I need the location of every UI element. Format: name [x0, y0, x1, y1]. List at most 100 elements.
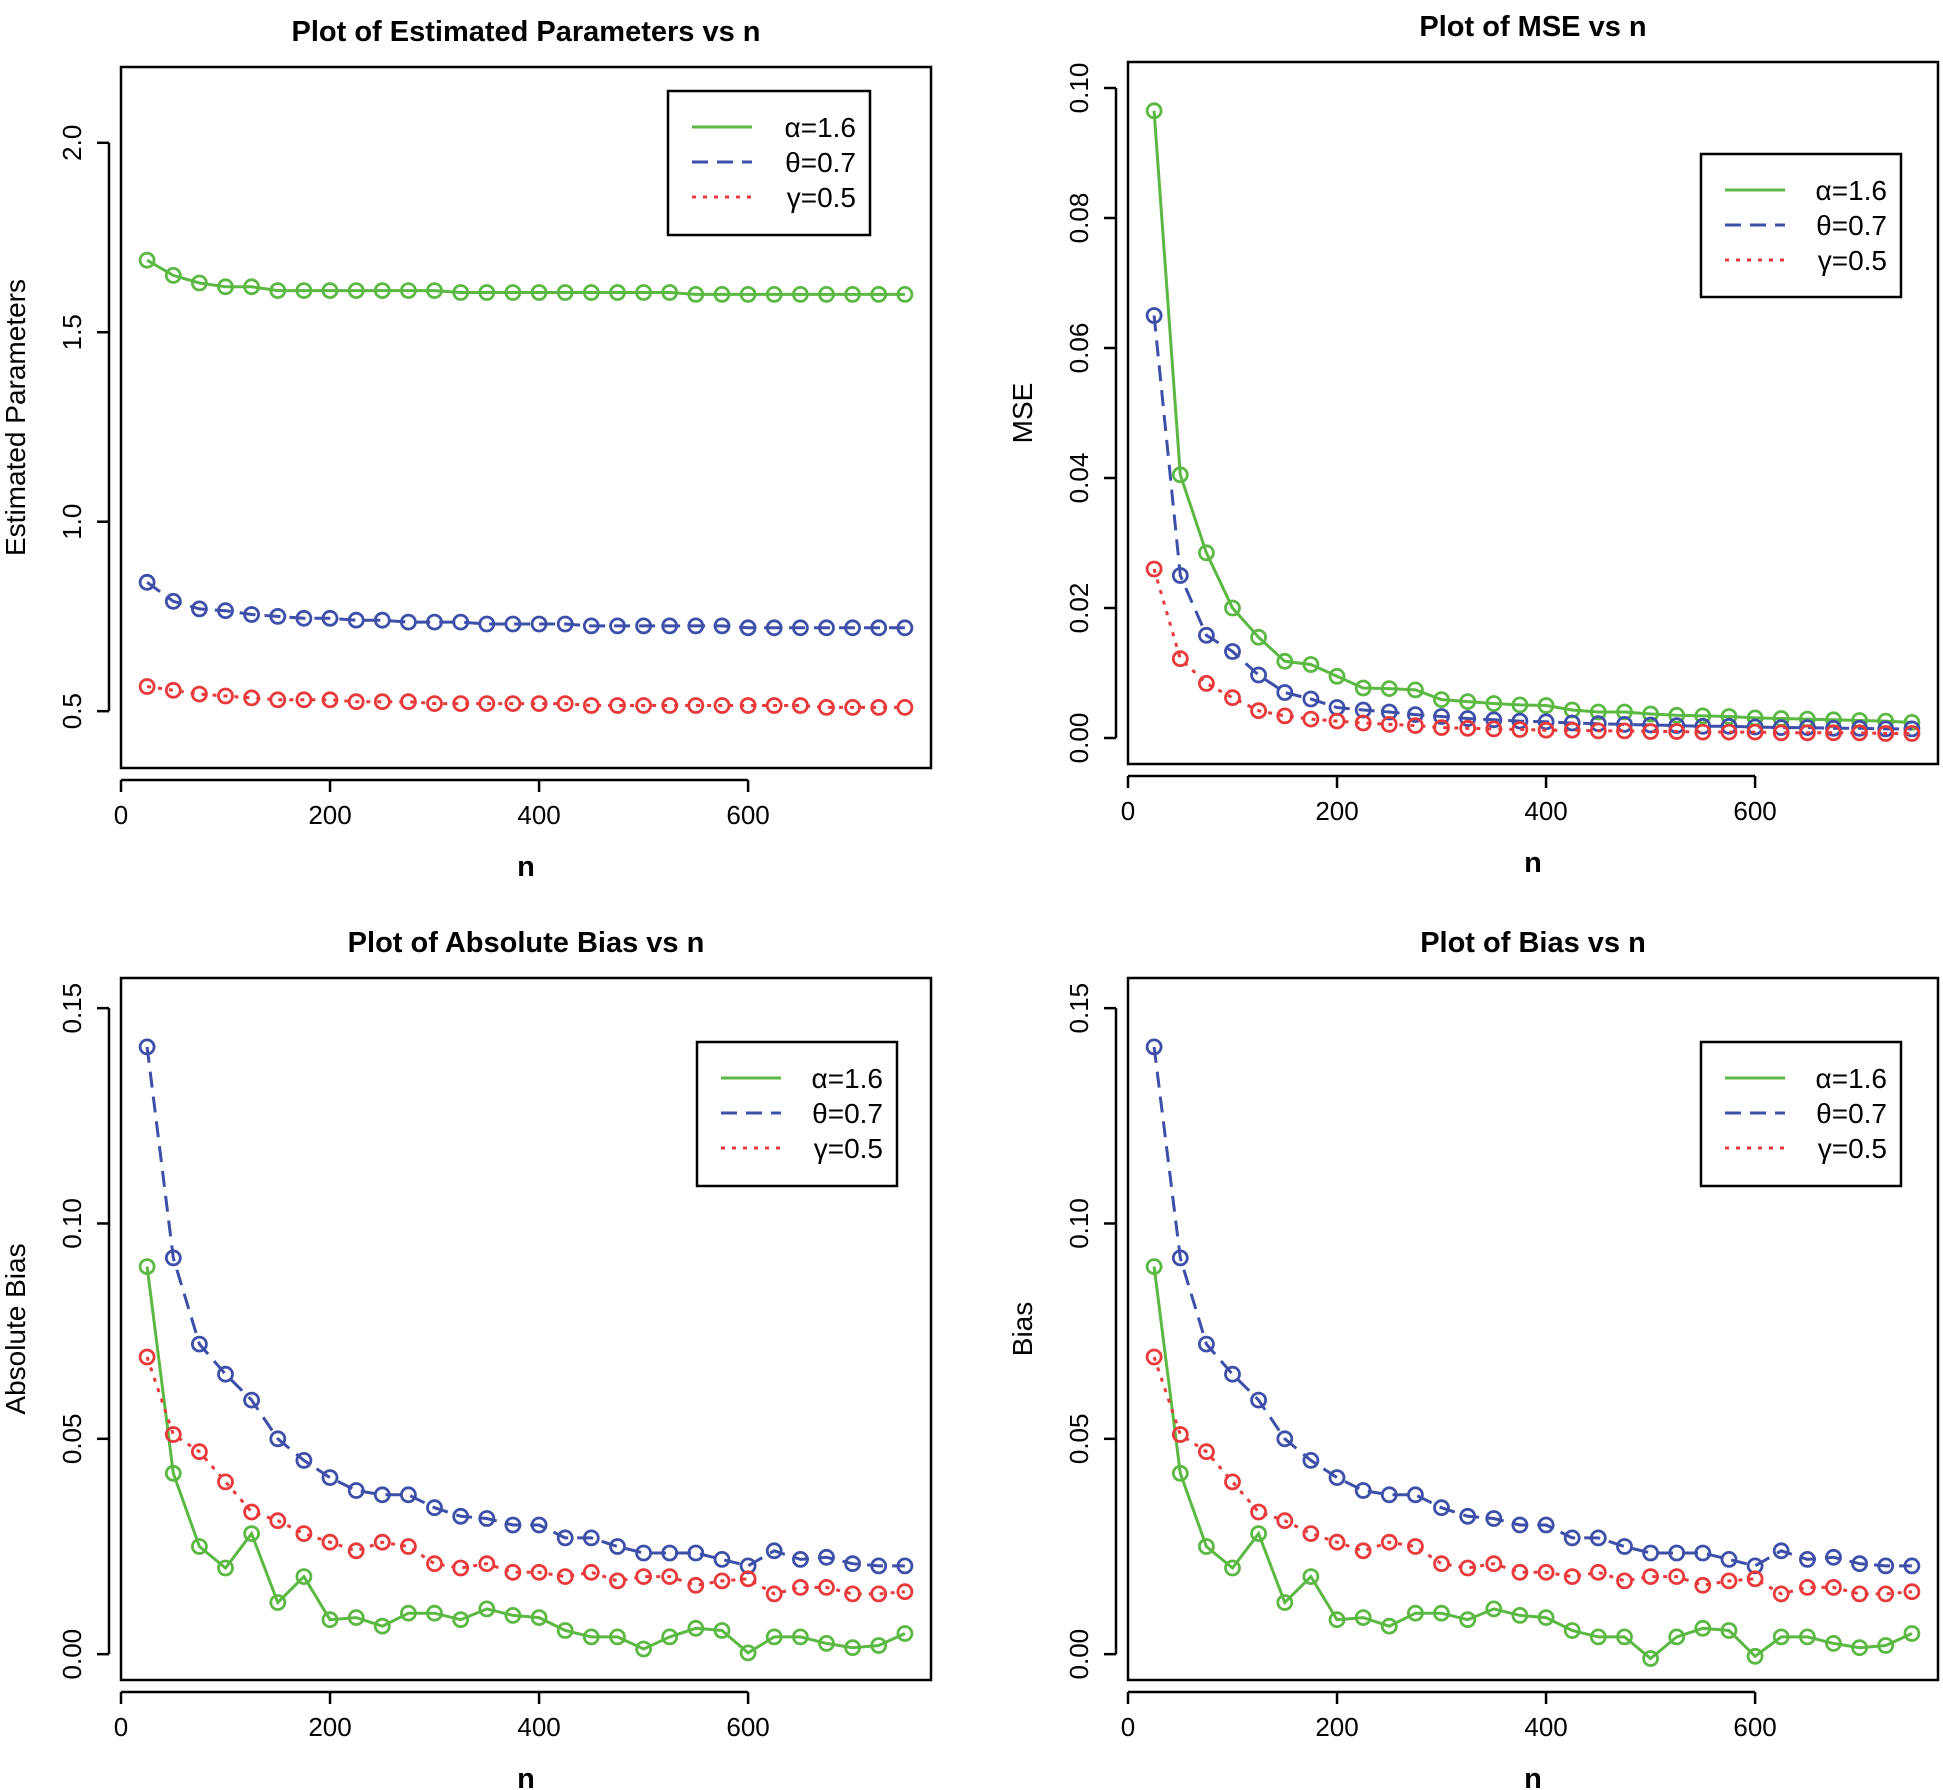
data-point	[1563, 721, 1581, 739]
data-point	[739, 619, 757, 637]
data-point	[1302, 656, 1320, 673]
data-point	[1694, 707, 1712, 725]
data-point	[190, 600, 208, 618]
data-point	[1459, 710, 1477, 727]
data-point	[1903, 1583, 1921, 1601]
data-point	[399, 1486, 417, 1504]
data-point	[217, 1559, 234, 1577]
data-point	[1198, 675, 1215, 692]
y-tick-label: 0.5	[57, 693, 87, 729]
data-point	[295, 609, 313, 627]
legend: α=1.6 θ=0.7 γ=0.5	[1699, 152, 1903, 299]
data-point	[1511, 712, 1529, 730]
data-point	[1276, 1512, 1294, 1530]
legend-label: θ=0.7	[1816, 1098, 1887, 1129]
data-point	[1380, 1617, 1398, 1635]
data-point	[1354, 1482, 1372, 1499]
data-point	[217, 687, 234, 705]
data-point	[530, 615, 548, 633]
data-point	[1772, 719, 1790, 736]
y-tick-label: 0.10	[57, 1198, 87, 1249]
data-point	[635, 284, 652, 301]
data-point	[190, 1443, 208, 1461]
x-axis-label: n	[1524, 1763, 1542, 1790]
series-alpha	[1145, 1258, 1921, 1667]
data-point	[1537, 1609, 1555, 1626]
data-point	[1589, 1628, 1607, 1646]
series-alpha	[138, 1258, 914, 1662]
data-point	[1668, 723, 1686, 740]
data-point	[452, 1559, 470, 1577]
data-point	[478, 1510, 496, 1527]
data-point	[739, 1644, 757, 1662]
x-tick-label: 600	[726, 800, 769, 830]
data-point	[1198, 1443, 1215, 1461]
data-point	[582, 1529, 600, 1547]
data-point	[1171, 1249, 1189, 1267]
data-point	[818, 619, 835, 637]
data-point	[844, 1555, 861, 1573]
panel-estimated-parameters: Plot of Estimated Parameters vs n 0 200 400…	[0, 16, 933, 883]
data-point	[687, 1576, 705, 1594]
data-point	[1799, 724, 1816, 742]
data-point	[896, 285, 914, 303]
data-point	[1198, 1538, 1215, 1555]
data-point	[347, 1542, 365, 1560]
data-point	[452, 1507, 470, 1525]
data-point	[1746, 718, 1764, 736]
data-point	[1380, 1486, 1398, 1504]
data-point	[530, 1609, 548, 1626]
data-point	[1198, 1335, 1215, 1353]
data-point	[504, 1516, 522, 1534]
data-point	[1250, 628, 1267, 646]
data-point	[1616, 1572, 1633, 1590]
series-line	[1152, 1266, 1913, 1661]
data-point	[321, 1611, 339, 1629]
data-point	[582, 697, 600, 714]
data-point	[896, 699, 914, 716]
data-point	[582, 1628, 600, 1646]
data-point	[1380, 716, 1398, 733]
data-point	[399, 613, 417, 631]
data-point	[1877, 1557, 1895, 1575]
data-point	[1354, 714, 1372, 732]
series-theta	[1145, 1038, 1921, 1575]
data-point	[1171, 567, 1189, 584]
data-point	[373, 282, 391, 300]
legend-label: γ=0.5	[1818, 1133, 1887, 1164]
data-point	[347, 1609, 365, 1626]
y-tick-label: 0.05	[57, 1414, 87, 1465]
data-point	[1224, 689, 1241, 707]
data-point	[1485, 1510, 1503, 1527]
data-point	[661, 697, 679, 714]
data-point	[164, 1249, 182, 1267]
data-point	[661, 1568, 679, 1585]
data-point	[870, 285, 888, 303]
data-point	[269, 608, 287, 625]
data-point	[190, 685, 208, 703]
x-tick-label: 0	[114, 800, 128, 830]
data-point	[1302, 710, 1320, 728]
data-point	[426, 1604, 443, 1622]
data-point	[1171, 650, 1189, 668]
data-point	[1772, 1542, 1790, 1560]
data-point	[1642, 716, 1659, 734]
y-tick-label: 0.00	[1064, 1629, 1094, 1680]
data-point	[1851, 724, 1868, 742]
data-point	[426, 282, 443, 300]
data-point	[1772, 1628, 1790, 1646]
data-point	[765, 285, 783, 303]
data-point	[1250, 666, 1267, 684]
data-point	[1354, 1542, 1372, 1560]
data-point	[1407, 717, 1424, 734]
x-axis-label: n	[517, 851, 535, 883]
data-point	[1171, 466, 1189, 484]
plot-frame	[1126, 60, 1940, 766]
chart-title: Plot of Bias vs n	[1420, 927, 1646, 959]
data-point	[1511, 721, 1529, 738]
y-axis-label: Estimated Parameters	[0, 279, 31, 556]
data-point	[1171, 1426, 1189, 1443]
data-point	[1825, 1548, 1842, 1566]
data-point	[478, 1555, 496, 1573]
data-point	[399, 693, 417, 711]
